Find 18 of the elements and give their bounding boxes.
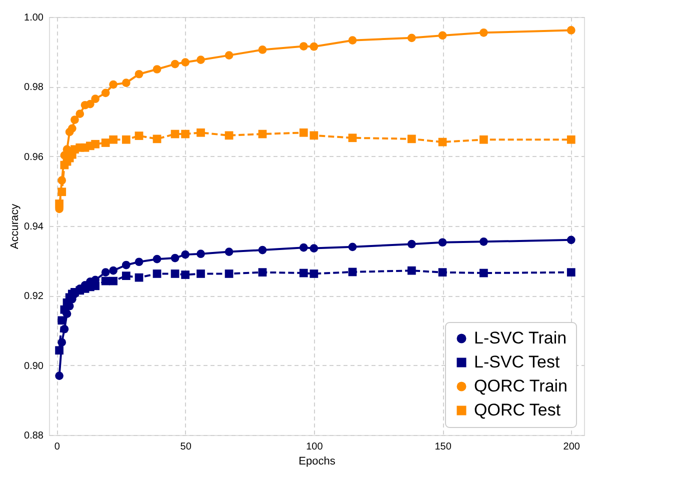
legend-label: L-SVC Train [474, 328, 567, 348]
legend-label: QORC Train [474, 376, 568, 396]
y-axis-title: Accuracy [9, 203, 22, 250]
x-tick-label: 200 [563, 442, 580, 452]
y-tick-label: 0.92 [24, 291, 44, 302]
x-axis-title: Epochs [298, 456, 336, 468]
legend-label: L-SVC Test [474, 352, 560, 372]
x-tick-label: 50 [180, 442, 192, 452]
legend-label: QORC Test [474, 400, 561, 420]
y-tick-label: 1.00 [24, 12, 44, 24]
x-tick-label: 0 [54, 442, 60, 452]
y-tick-label: 0.96 [24, 152, 44, 163]
y-tick-label: 0.94 [24, 222, 44, 232]
x-tick-label: 100 [306, 442, 324, 452]
y-tick-label: 0.88 [24, 430, 44, 442]
x-tick-label: 150 [434, 442, 452, 452]
y-tick-label: 0.90 [24, 360, 44, 372]
y-tick-label: 0.98 [24, 82, 44, 94]
